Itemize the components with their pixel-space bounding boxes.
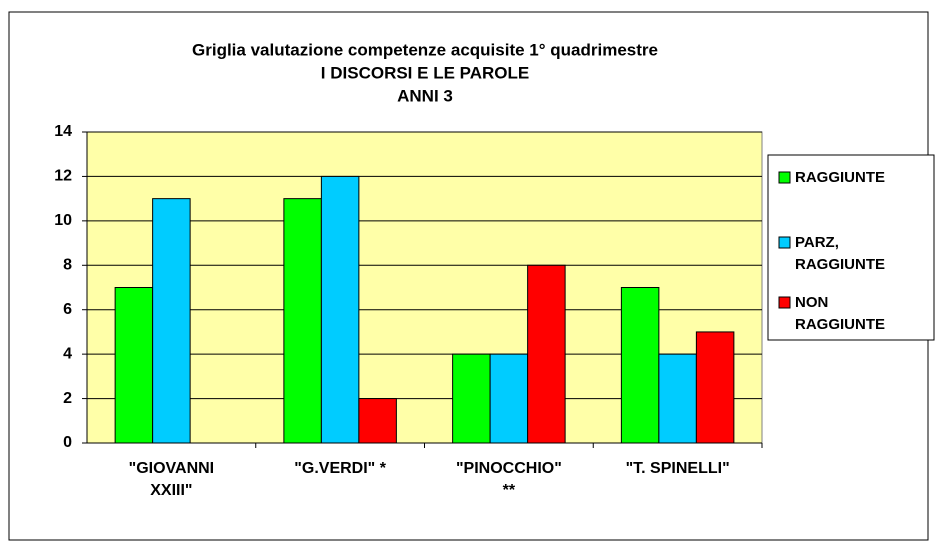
bar (452, 353, 491, 444)
x-tick-label: "T. SPINELLI" (626, 460, 730, 477)
y-tick-label: 2 (63, 390, 72, 407)
chart-title: I DISCORSI E LE PAROLE (321, 63, 529, 82)
x-tick-label: "PINOCCHIO" (456, 460, 562, 477)
legend-label: RAGGIUNTE (795, 169, 885, 186)
chart-title: ANNI 3 (397, 86, 453, 105)
bar (527, 264, 566, 444)
bar (695, 331, 735, 444)
x-tick-label: ** (503, 482, 516, 499)
legend-swatch (778, 236, 791, 249)
legend-swatch (778, 296, 791, 309)
bar (320, 175, 360, 444)
bar (114, 287, 154, 444)
x-tick-label: XXIII" (150, 482, 192, 499)
y-tick-label: 14 (54, 123, 72, 140)
bar (152, 198, 191, 444)
legend-label: PARZ, RAGGIUNTE (795, 234, 885, 273)
x-tick-label: "GIOVANNI (129, 460, 215, 477)
legend-swatch (778, 171, 791, 184)
y-tick-label: 0 (63, 434, 72, 451)
chart-title: Griglia valutazione competenze acquisite… (192, 40, 658, 59)
bar (358, 398, 397, 444)
y-tick-label: 10 (54, 212, 72, 229)
y-tick-label: 8 (63, 257, 72, 274)
bar (489, 353, 529, 444)
y-tick-label: 4 (63, 345, 72, 362)
bar (658, 353, 697, 444)
bar (283, 198, 322, 444)
y-tick-label: 12 (54, 168, 72, 185)
legend-label: NON RAGGIUNTE (795, 294, 885, 333)
y-tick-label: 6 (63, 301, 72, 318)
bar (620, 287, 660, 444)
x-tick-label: "G.VERDI" * (294, 460, 386, 477)
legend-box (767, 154, 935, 341)
